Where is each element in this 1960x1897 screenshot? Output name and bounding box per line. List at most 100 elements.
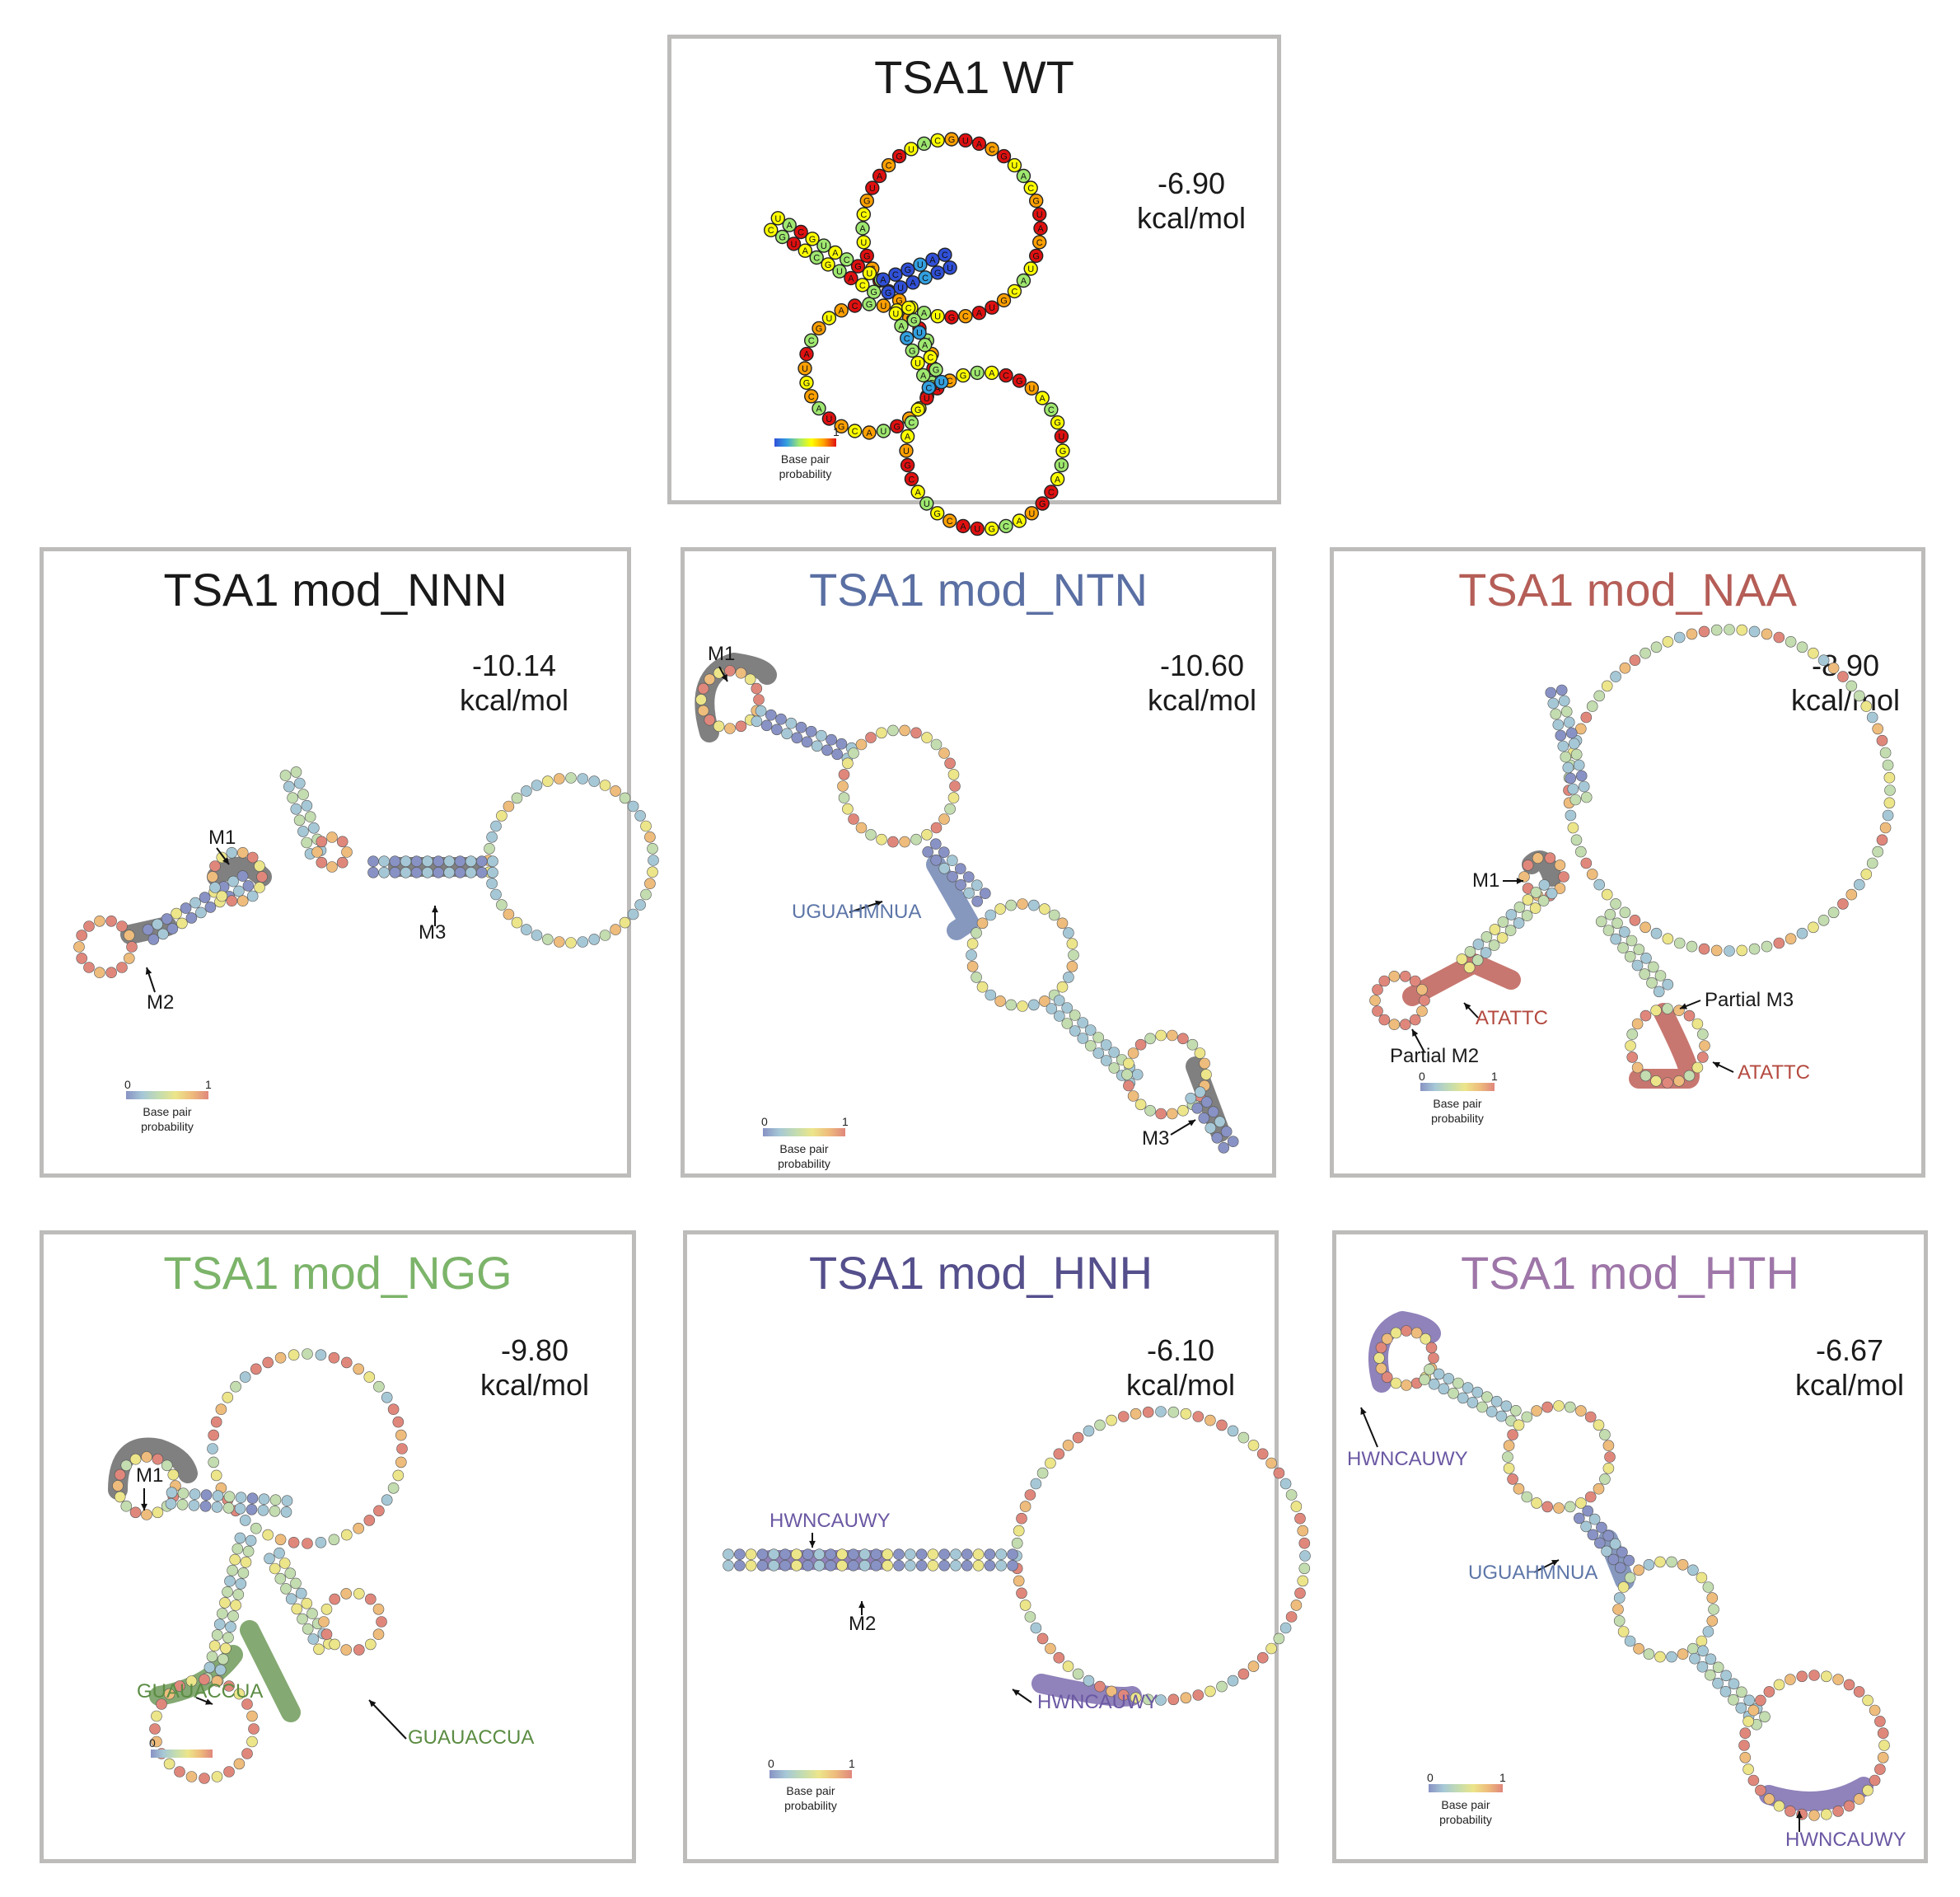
nucleotide	[1378, 1014, 1391, 1026]
nucleotide	[1069, 1009, 1081, 1021]
motif-label-m1: M1	[708, 643, 735, 665]
nucleotide	[1613, 1615, 1626, 1627]
nucleotide	[1546, 888, 1558, 899]
nucleotide	[870, 1559, 882, 1571]
nucleotide	[958, 133, 973, 148]
nucleotide	[1039, 995, 1050, 1007]
nucleotide	[930, 854, 943, 866]
nucleotide-letter: U	[826, 415, 832, 424]
nucleotide-letter: A	[915, 488, 922, 498]
nucleotide	[1683, 1009, 1696, 1022]
pointer-arrow	[1360, 1407, 1378, 1448]
nucleotide	[1279, 1478, 1292, 1490]
nucleotide	[1180, 1692, 1192, 1704]
nucleotide	[1166, 1029, 1178, 1042]
nucleotide	[855, 278, 870, 293]
nucleotide	[1443, 1373, 1455, 1384]
nucleotide-letter: A	[922, 341, 929, 351]
nucleotide	[281, 1495, 293, 1507]
nucleotide	[239, 1371, 251, 1383]
nucleotide	[956, 518, 971, 534]
pointer-arrowhead	[1360, 1408, 1367, 1415]
motif-highlight	[240, 1620, 301, 1722]
nucleotide	[955, 878, 967, 891]
nucleotide-letter: G	[870, 288, 877, 297]
nucleotide	[1773, 937, 1785, 949]
nucleotide	[1419, 995, 1430, 1006]
panel-naa: TSA1 mod_NAA -8.90 kcal/mol 0 1 Base pair p…	[1330, 547, 1925, 1178]
nucleotide	[1092, 1032, 1105, 1043]
nucleotide	[208, 1429, 219, 1441]
nucleotide	[1024, 506, 1039, 521]
nucleotide-letter: C	[1048, 488, 1055, 498]
nucleotide-letter: G	[933, 509, 941, 519]
nucleotide	[1220, 1126, 1233, 1138]
nucleotide-letter: U	[802, 364, 808, 374]
nucleotide	[1650, 927, 1663, 939]
nucleotide	[242, 880, 255, 892]
nucleotide	[410, 866, 423, 878]
nucleotide	[938, 1559, 951, 1571]
nucleotide	[1613, 1592, 1626, 1604]
nucleotide	[774, 229, 790, 245]
nucleotide	[1853, 1686, 1865, 1698]
nucleotide	[979, 888, 991, 900]
nucleotide	[1662, 1077, 1673, 1089]
scale-caption: Base pair	[781, 452, 830, 466]
rna-structure: 0 1 Base pair probability HWNCAUWY M2 HWNCA…	[723, 1406, 1311, 1812]
nucleotide	[1696, 1028, 1709, 1040]
nucleotide	[1072, 1668, 1084, 1680]
nucleotide	[1883, 797, 1896, 809]
nucleotide	[1481, 931, 1493, 943]
nucleotide	[1066, 938, 1078, 950]
nucleotide	[1588, 1513, 1601, 1525]
nucleotide	[304, 811, 316, 823]
nucleotide	[1550, 708, 1562, 720]
nucleotide	[1845, 888, 1858, 901]
nucleotide	[1747, 1704, 1760, 1717]
nucleotide-letter: G	[816, 324, 823, 334]
rna-structure: 0 1 Base pair probability HWNCAUWY UGUAHMNU…	[1347, 1311, 1906, 1851]
nucleotide	[1167, 1406, 1180, 1418]
nucleotide	[1697, 1645, 1709, 1657]
nucleotide	[1593, 878, 1606, 891]
nucleotide	[1553, 1400, 1565, 1412]
motif-label-atattc-b: ATATTC	[1738, 1061, 1810, 1084]
nucleotide	[899, 724, 910, 737]
nucleotide	[443, 855, 456, 868]
nucleotide	[1428, 1352, 1439, 1364]
nucleotide	[210, 1416, 222, 1428]
nucleotide	[1763, 1686, 1775, 1698]
nucleotide	[1513, 902, 1526, 913]
nucleotide	[531, 930, 543, 941]
nucleotide	[930, 822, 943, 834]
probability-colorbar	[151, 1749, 213, 1758]
nucleotide	[222, 1586, 233, 1598]
motif-label-hwncauwy-c: HWNCAUWY	[1785, 1829, 1906, 1851]
nucleotide	[831, 748, 843, 761]
nucleotide	[1570, 748, 1583, 761]
nucleotide	[1653, 986, 1665, 998]
nucleotide	[950, 1548, 961, 1561]
nucleotide	[1619, 906, 1631, 919]
nucleotide-letter: A	[934, 384, 941, 394]
energy-unit: kcal/mol	[1126, 1368, 1236, 1402]
nucleotide	[1643, 1558, 1655, 1571]
nucleotide	[1045, 1003, 1058, 1014]
nucleotide	[856, 235, 872, 250]
nucleotide	[855, 738, 868, 751]
nucleotide	[970, 365, 985, 381]
nucleotide	[152, 1506, 164, 1519]
nucleotide	[1510, 1405, 1522, 1417]
free-energy: -10.14 kcal/mol	[460, 649, 568, 718]
nucleotide	[141, 1509, 152, 1520]
nucleotide	[387, 1482, 400, 1494]
nucleotide	[1513, 917, 1525, 929]
nucleotide-letter: A	[787, 221, 793, 231]
nucleotide	[847, 424, 863, 438]
nucleotide	[1843, 1800, 1855, 1812]
nucleotide	[541, 934, 554, 945]
panel-hnh: TSA1 mod_HNH -6.10 kcal/mol 0 1 Base pair p…	[683, 1230, 1311, 1863]
nucleotide	[1640, 1009, 1652, 1022]
nucleotide-letter: C	[1003, 372, 1009, 382]
